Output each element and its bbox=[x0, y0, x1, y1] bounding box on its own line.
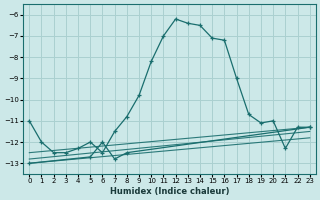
X-axis label: Humidex (Indice chaleur): Humidex (Indice chaleur) bbox=[110, 187, 229, 196]
